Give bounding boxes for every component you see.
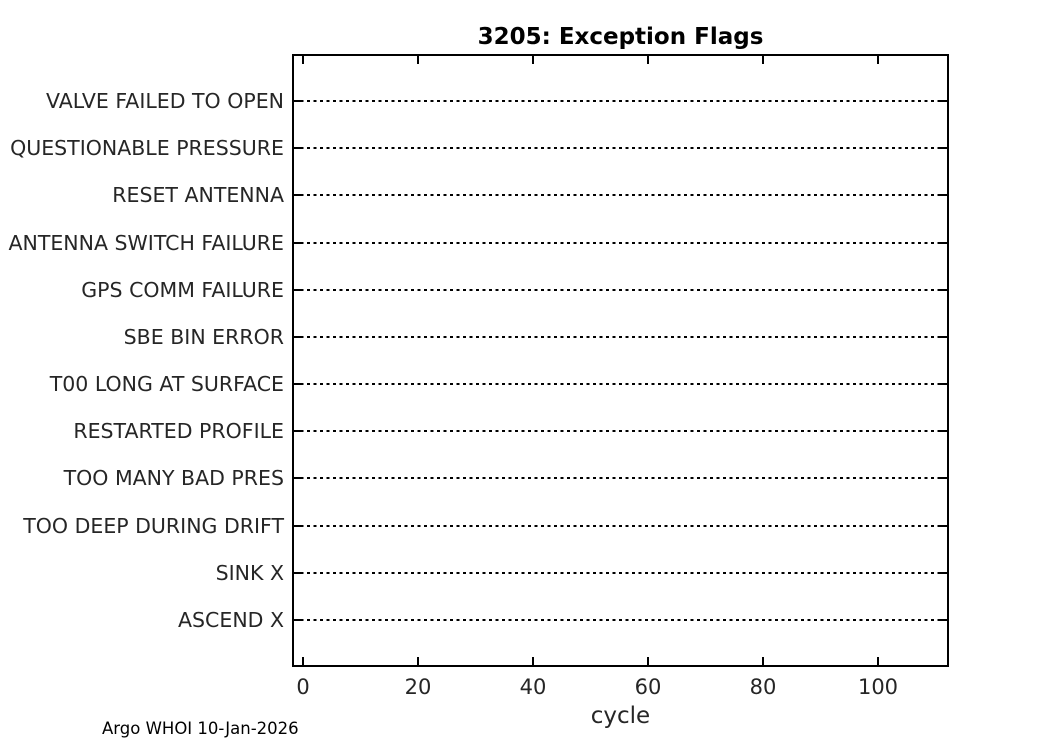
y-tick-right: [939, 100, 947, 103]
y-tick-left: [294, 147, 302, 150]
category-gridline: [294, 430, 947, 433]
y-tick-right: [939, 194, 947, 197]
y-axis-category-label: TOO DEEP DURING DRIFT: [23, 513, 284, 538]
y-tick-left: [294, 335, 302, 338]
y-axis-category-label: T00 LONG AT SURFACE: [49, 372, 284, 397]
y-axis-category-label: RESTARTED PROFILE: [73, 419, 284, 444]
x-tick-top: [762, 56, 764, 64]
category-gridline: [294, 100, 947, 103]
y-tick-left: [294, 194, 302, 197]
category-gridline: [294, 383, 947, 386]
y-tick-left: [294, 288, 302, 291]
category-gridline: [294, 335, 947, 338]
category-gridline: [294, 618, 947, 621]
y-axis-category-label: TOO MANY BAD PRES: [63, 466, 284, 491]
x-tick-top: [877, 56, 879, 64]
x-tick-bottom: [647, 657, 649, 665]
y-tick-left: [294, 430, 302, 433]
category-gridline: [294, 288, 947, 291]
x-tick-bottom: [877, 657, 879, 665]
y-tick-left: [294, 383, 302, 386]
y-axis-category-label: SBE BIN ERROR: [123, 324, 284, 349]
y-tick-right: [939, 524, 947, 527]
y-tick-right: [939, 288, 947, 291]
x-tick-top: [647, 56, 649, 64]
y-tick-right: [939, 241, 947, 244]
y-tick-left: [294, 524, 302, 527]
x-axis-tick-label: 40: [519, 675, 547, 699]
category-gridline: [294, 147, 947, 150]
x-tick-bottom: [762, 657, 764, 665]
y-tick-left: [294, 100, 302, 103]
y-axis-category-label: RESET ANTENNA: [112, 183, 284, 208]
y-axis-category-label: VALVE FAILED TO OPEN: [45, 89, 284, 114]
y-tick-right: [939, 147, 947, 150]
plot-area: [292, 54, 949, 667]
category-gridline: [294, 571, 947, 574]
y-axis-category-label: ANTENNA SWITCH FAILURE: [8, 230, 284, 255]
y-tick-left: [294, 618, 302, 621]
x-axis-label: cycle: [590, 703, 651, 729]
x-axis-tick-label: 80: [749, 675, 777, 699]
y-axis-category-label: GPS COMM FAILURE: [81, 277, 284, 302]
y-tick-right: [939, 430, 947, 433]
y-axis-category-label: ASCEND X: [178, 607, 284, 632]
chart-title: 3205: Exception Flags: [477, 24, 764, 50]
x-tick-top: [302, 56, 304, 64]
y-axis-category-label: QUESTIONABLE PRESSURE: [10, 136, 284, 161]
category-gridline: [294, 194, 947, 197]
y-tick-right: [939, 618, 947, 621]
y-tick-right: [939, 335, 947, 338]
x-axis-tick-label: 0: [296, 675, 310, 699]
category-gridline: [294, 241, 947, 244]
x-axis-tick-label: 20: [404, 675, 432, 699]
y-tick-right: [939, 571, 947, 574]
y-tick-right: [939, 383, 947, 386]
x-tick-top: [417, 56, 419, 64]
y-axis-category-label: SINK X: [215, 560, 284, 585]
x-tick-bottom: [532, 657, 534, 665]
category-gridline: [294, 477, 947, 480]
x-tick-top: [532, 56, 534, 64]
footer-annotation: Argo WHOI 10-Jan-2026: [102, 719, 299, 738]
x-tick-bottom: [302, 657, 304, 665]
y-tick-right: [939, 477, 947, 480]
y-tick-left: [294, 571, 302, 574]
x-axis-tick-label: 100: [857, 675, 899, 699]
x-axis-tick-label: 60: [634, 675, 662, 699]
y-tick-left: [294, 241, 302, 244]
x-tick-bottom: [417, 657, 419, 665]
y-tick-left: [294, 477, 302, 480]
category-gridline: [294, 524, 947, 527]
